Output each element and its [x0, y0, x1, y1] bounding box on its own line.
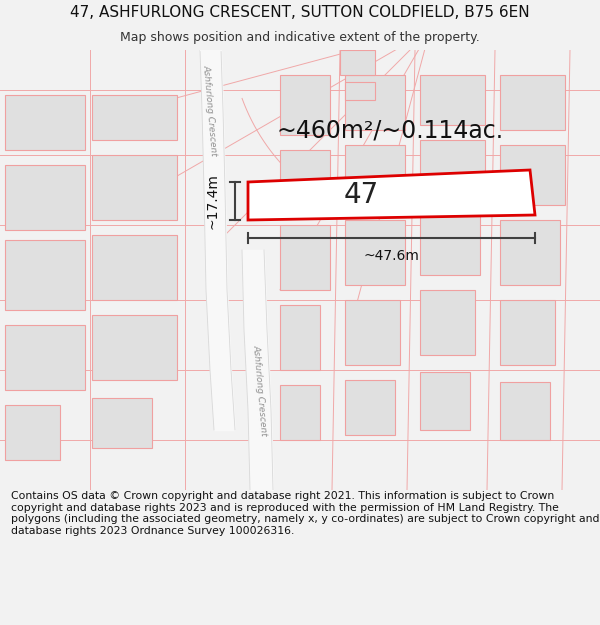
- Bar: [345, 220, 405, 285]
- Text: Ashfurlong Crescent: Ashfurlong Crescent: [202, 64, 218, 156]
- Text: Contains OS data © Crown copyright and database right 2021. This information is : Contains OS data © Crown copyright and d…: [11, 491, 599, 536]
- Bar: [280, 225, 330, 290]
- Text: 47: 47: [344, 181, 379, 209]
- Text: ~460m²/~0.114ac.: ~460m²/~0.114ac.: [277, 118, 503, 142]
- Bar: [345, 300, 400, 365]
- Bar: [5, 240, 85, 310]
- Bar: [500, 75, 565, 130]
- Bar: [345, 380, 395, 435]
- Bar: [345, 145, 405, 205]
- Bar: [500, 145, 565, 205]
- Bar: [340, 50, 375, 75]
- Bar: [280, 385, 320, 440]
- Bar: [5, 165, 85, 230]
- Bar: [420, 215, 480, 275]
- Bar: [92, 398, 152, 448]
- Bar: [280, 150, 330, 210]
- Bar: [500, 382, 550, 440]
- Polygon shape: [248, 170, 535, 220]
- Bar: [280, 305, 320, 370]
- Bar: [92, 235, 177, 300]
- Bar: [92, 315, 177, 380]
- Bar: [5, 95, 85, 150]
- Bar: [5, 325, 85, 390]
- Text: ~47.6m: ~47.6m: [364, 249, 419, 263]
- Bar: [500, 220, 560, 285]
- Bar: [420, 372, 470, 430]
- Text: Map shows position and indicative extent of the property.: Map shows position and indicative extent…: [120, 31, 480, 44]
- Bar: [92, 155, 177, 220]
- Bar: [420, 290, 475, 355]
- Text: 47, ASHFURLONG CRESCENT, SUTTON COLDFIELD, B75 6EN: 47, ASHFURLONG CRESCENT, SUTTON COLDFIEL…: [70, 5, 530, 20]
- Bar: [5, 405, 60, 460]
- Bar: [420, 140, 485, 200]
- Bar: [345, 82, 375, 100]
- Bar: [92, 95, 177, 140]
- Text: ~17.4m: ~17.4m: [206, 173, 220, 229]
- Bar: [500, 300, 555, 365]
- Bar: [345, 75, 405, 130]
- Bar: [420, 75, 485, 125]
- Text: Ashfurlong Crescent: Ashfurlong Crescent: [251, 344, 268, 436]
- Bar: [280, 75, 330, 135]
